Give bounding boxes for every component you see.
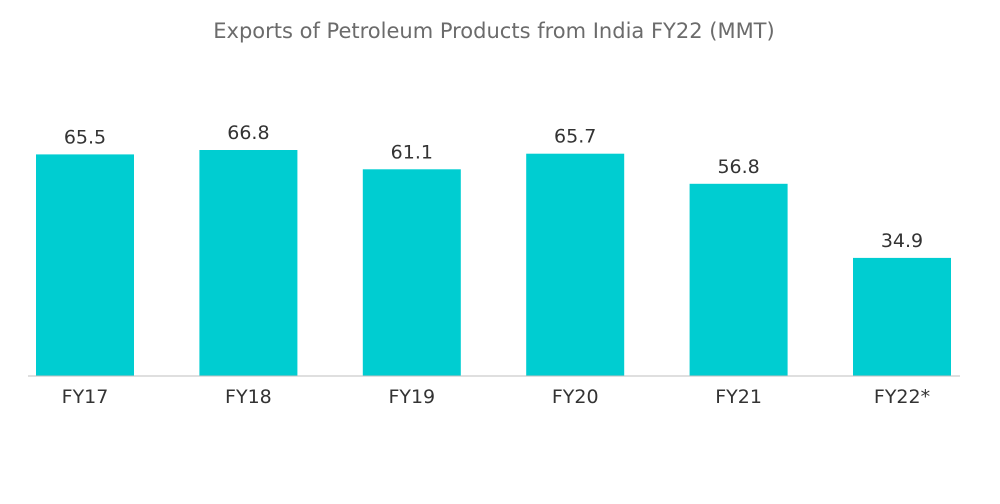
bar-fy21 bbox=[689, 183, 788, 376]
bars-group bbox=[36, 150, 951, 376]
bar-fy22 bbox=[853, 257, 951, 376]
bar-fy18 bbox=[199, 150, 298, 376]
bar-value-label: 65.7 bbox=[554, 126, 596, 148]
bar-fy17 bbox=[36, 154, 134, 376]
bar-value-label: 34.9 bbox=[881, 230, 923, 252]
x-tick-label: FY20 bbox=[552, 386, 599, 408]
bar-fy20 bbox=[526, 153, 625, 376]
bar-value-label: 66.8 bbox=[227, 122, 269, 144]
chart-title: Exports of Petroleum Products from India… bbox=[213, 19, 774, 43]
x-tick-label: FY18 bbox=[225, 386, 272, 408]
bar-value-label: 61.1 bbox=[391, 141, 433, 163]
x-tick-labels-group: FY17 FY18 FY19 FY20 FY21 FY22* bbox=[62, 386, 930, 408]
bar-value-label: 56.8 bbox=[717, 156, 759, 178]
bar-value-label: 65.5 bbox=[64, 126, 106, 148]
value-labels-group: 65.5 66.8 61.1 65.7 56.8 34.9 bbox=[64, 122, 923, 252]
x-tick-label: FY17 bbox=[62, 386, 109, 408]
x-tick-label: FY21 bbox=[715, 386, 762, 408]
bar-fy19 bbox=[362, 169, 461, 376]
x-tick-label: FY19 bbox=[388, 386, 435, 408]
x-tick-label: FY22* bbox=[874, 386, 930, 408]
